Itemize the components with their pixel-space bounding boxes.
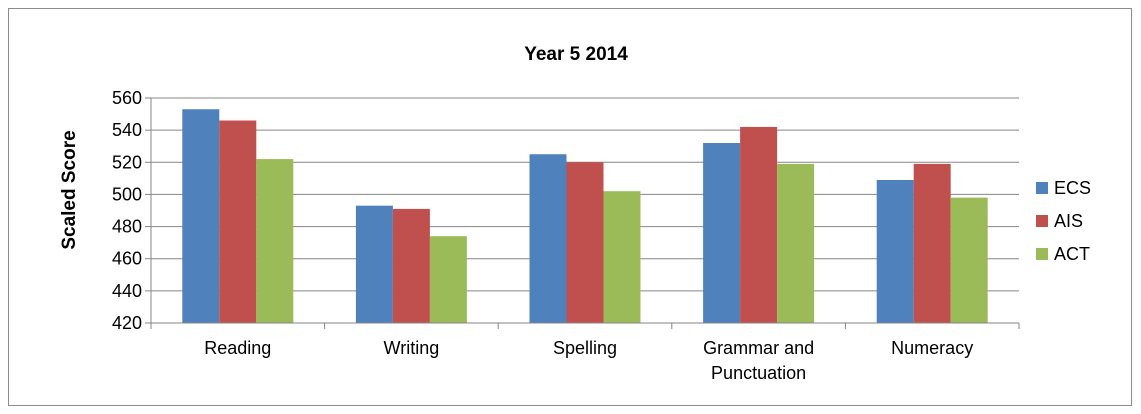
y-tick-label: 500 bbox=[112, 184, 142, 204]
bar-act bbox=[950, 197, 988, 323]
x-category-label: Writing bbox=[384, 338, 440, 358]
legend: ECS AIS ACT bbox=[1036, 178, 1091, 264]
x-category-label: Numeracy bbox=[891, 338, 973, 358]
bars bbox=[182, 109, 988, 323]
chart-title: Year 5 2014 bbox=[524, 44, 628, 65]
chart-frame: 420 440 460 480 500 520 540 560 Reading Writing Sp… bbox=[8, 8, 1132, 406]
y-tick-label: 460 bbox=[112, 249, 142, 269]
y-tick-label: 420 bbox=[112, 313, 142, 333]
bar-ais bbox=[392, 208, 430, 323]
bar-act bbox=[777, 163, 815, 323]
bar-act bbox=[429, 236, 467, 323]
legend-swatch-act bbox=[1036, 248, 1048, 260]
y-tick-label: 540 bbox=[112, 120, 142, 140]
bar-ecs bbox=[182, 109, 220, 323]
y-tick-label: 560 bbox=[112, 88, 142, 108]
bar-chart: 420 440 460 480 500 520 540 560 Reading Writing Sp… bbox=[59, 44, 1091, 383]
legend-swatch-ais bbox=[1036, 215, 1048, 227]
legend-label-ais: AIS bbox=[1054, 211, 1083, 231]
x-category-label: Punctuation bbox=[711, 363, 806, 383]
bar-ecs bbox=[703, 143, 741, 323]
bar-ais bbox=[913, 163, 951, 323]
bar-act bbox=[256, 159, 294, 323]
x-category-label: Grammar and bbox=[703, 338, 814, 358]
x-category-label: Reading bbox=[204, 338, 271, 358]
bar-ais bbox=[219, 120, 257, 323]
axes: 420 440 460 480 500 520 540 560 Reading Writing Sp… bbox=[112, 88, 1020, 383]
bar-ecs bbox=[876, 179, 914, 323]
y-tick-label: 480 bbox=[112, 217, 142, 237]
legend-swatch-ecs bbox=[1036, 182, 1048, 194]
legend-label-act: ACT bbox=[1054, 244, 1090, 264]
y-tick-label: 520 bbox=[112, 152, 142, 172]
bar-ecs bbox=[529, 154, 567, 323]
bar-ais bbox=[740, 126, 778, 323]
bar-act bbox=[603, 191, 641, 323]
y-tick-label: 440 bbox=[112, 281, 142, 301]
x-category-label: Spelling bbox=[553, 338, 617, 358]
y-axis-title: Scaled Score bbox=[59, 130, 80, 249]
legend-label-ecs: ECS bbox=[1054, 178, 1091, 198]
bar-ecs bbox=[355, 205, 393, 323]
bar-ais bbox=[566, 162, 604, 323]
